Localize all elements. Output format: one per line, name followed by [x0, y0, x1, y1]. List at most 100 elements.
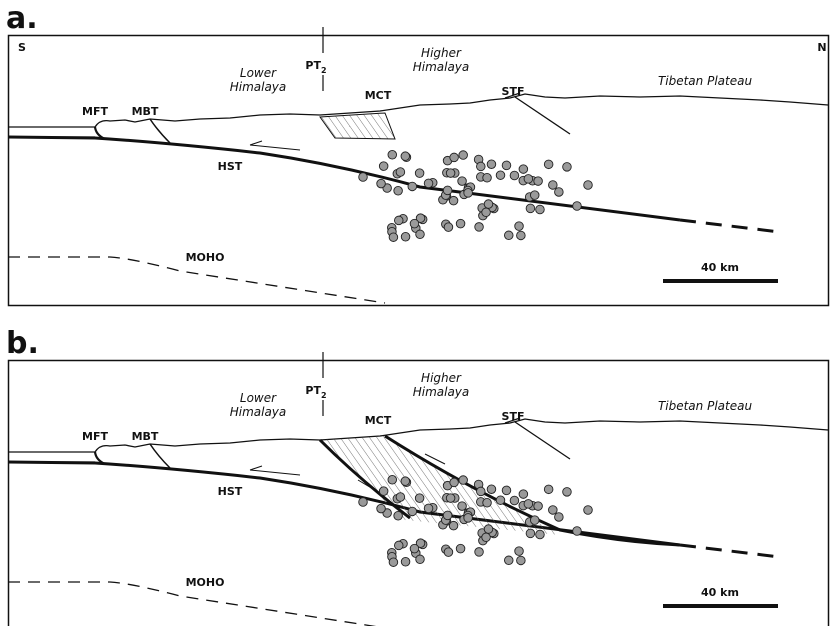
hst-fault [7, 460, 681, 547]
scale-label: 40 km [701, 261, 739, 274]
earthquake [442, 510, 453, 521]
stf-tick [504, 417, 521, 424]
frame [7, 34, 830, 307]
earthquake [562, 162, 572, 172]
earthquake [482, 173, 492, 183]
mbt-fault [149, 118, 171, 144]
higher-himalaya: Higher [421, 46, 462, 60]
pt-subscript: 2 [321, 66, 327, 75]
mbt-fault [149, 443, 171, 469]
moho-label: MOHO [186, 576, 225, 589]
earthquake [486, 159, 497, 169]
earthquake [400, 557, 411, 567]
higher-himalaya: Himalaya [413, 60, 470, 74]
stf-label: STF [502, 85, 525, 98]
earthquake [583, 180, 593, 190]
earthquake [442, 185, 453, 196]
earthquake [516, 230, 526, 241]
earthquake [449, 477, 459, 488]
mbt-label: MBT [132, 105, 159, 118]
earthquake [562, 487, 572, 497]
hst-arrow [249, 140, 301, 151]
earthquake [474, 222, 484, 232]
earthquake [523, 174, 534, 184]
earthquake [523, 499, 534, 509]
north-label: N [817, 41, 826, 54]
hst-fault [7, 135, 681, 222]
earthquake [445, 493, 456, 503]
earthquake [463, 513, 473, 523]
earthquake [415, 213, 426, 223]
earthquake [387, 475, 398, 485]
earthquake [378, 161, 389, 171]
panel-label: a. [6, 1, 38, 36]
lower-himalaya: Himalaya [230, 405, 287, 419]
earthquake [458, 475, 468, 485]
earthquake [407, 181, 418, 192]
hst-label: HST [218, 160, 243, 173]
scale-label: 40 km [701, 586, 739, 599]
earthquake [400, 232, 411, 242]
earthquake [448, 195, 459, 206]
earthquake [525, 528, 536, 539]
earthquake [495, 495, 506, 505]
mbt-label: MBT [132, 430, 159, 443]
stf-fault [514, 421, 571, 460]
earthquake [457, 501, 467, 511]
earthquake [393, 186, 403, 196]
earthquake [394, 215, 404, 226]
earthquake [543, 484, 554, 495]
earthquake [543, 159, 554, 170]
earthquake [443, 222, 454, 232]
earthquake [393, 511, 403, 521]
moho [8, 256, 386, 304]
pt-subscript: 2 [321, 391, 327, 400]
earthquake [501, 485, 512, 496]
earthquake [501, 160, 512, 171]
earthquake [445, 168, 456, 178]
earthquake [414, 168, 425, 178]
mft-label: MFT [82, 430, 108, 443]
earthquake [400, 151, 411, 161]
stf-fault [514, 96, 571, 135]
earthquake [449, 152, 459, 163]
pt-text: PT [305, 384, 321, 397]
earthquake [395, 492, 406, 502]
earthquake [358, 497, 368, 507]
earthquake [455, 543, 466, 554]
lower-himalaya: Lower [240, 391, 277, 405]
earthquake [455, 218, 466, 229]
earthquake [481, 532, 491, 543]
earthquake [548, 505, 558, 515]
earthquake [481, 207, 491, 218]
earthquake [533, 501, 543, 511]
earthquake [529, 190, 540, 200]
earthquake [525, 203, 536, 214]
earthquake [376, 178, 386, 189]
earthquake [395, 167, 406, 177]
hst-dashed [679, 543, 781, 559]
frame [7, 359, 830, 626]
earthquake [378, 486, 389, 496]
earthquake [474, 547, 484, 557]
earthquake [518, 489, 529, 499]
earthquake [414, 493, 425, 503]
stf-label: STF [502, 410, 525, 423]
surface [8, 418, 829, 453]
earthquake [509, 495, 520, 506]
mct-arrow [357, 479, 379, 493]
earthquake [388, 557, 399, 567]
earthquake [548, 180, 558, 190]
hst-label: HST [218, 485, 243, 498]
earthquake [486, 484, 497, 494]
pt-label: PT2 [305, 59, 326, 75]
earthquake [518, 164, 529, 174]
earthquake [514, 221, 524, 231]
earthquake [495, 170, 506, 180]
earthquake [504, 555, 514, 566]
tibetan-plateau: Tibetan Plateau [658, 74, 753, 88]
earthquake [483, 524, 494, 534]
earthquake [387, 150, 398, 160]
